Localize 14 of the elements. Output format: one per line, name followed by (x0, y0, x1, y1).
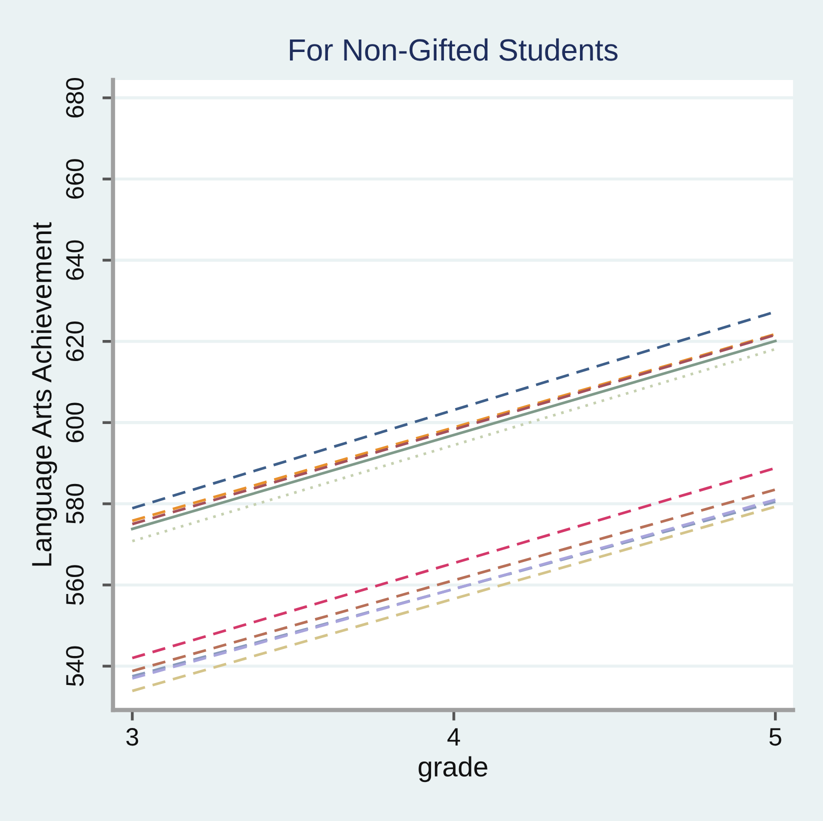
x-axis-title: grade (418, 756, 488, 782)
y-tick-label: 680 (66, 78, 84, 118)
y-axis-title: Language Arts Achievement (31, 222, 58, 566)
y-tick-label: 540 (66, 646, 84, 686)
y-tick-label: 580 (66, 484, 84, 524)
y-tick-label: 660 (66, 159, 84, 199)
chart-title: For Non-Gifted Students (290, 38, 618, 61)
x-tick-label: 4 (447, 728, 460, 746)
y-tick-label: 560 (66, 565, 84, 605)
y-tick-label: 600 (66, 402, 84, 442)
x-tick-label: 5 (769, 728, 782, 746)
y-tick-label: 620 (66, 322, 84, 361)
y-tick-label: 640 (66, 240, 84, 280)
x-tick-label: 3 (126, 728, 138, 746)
